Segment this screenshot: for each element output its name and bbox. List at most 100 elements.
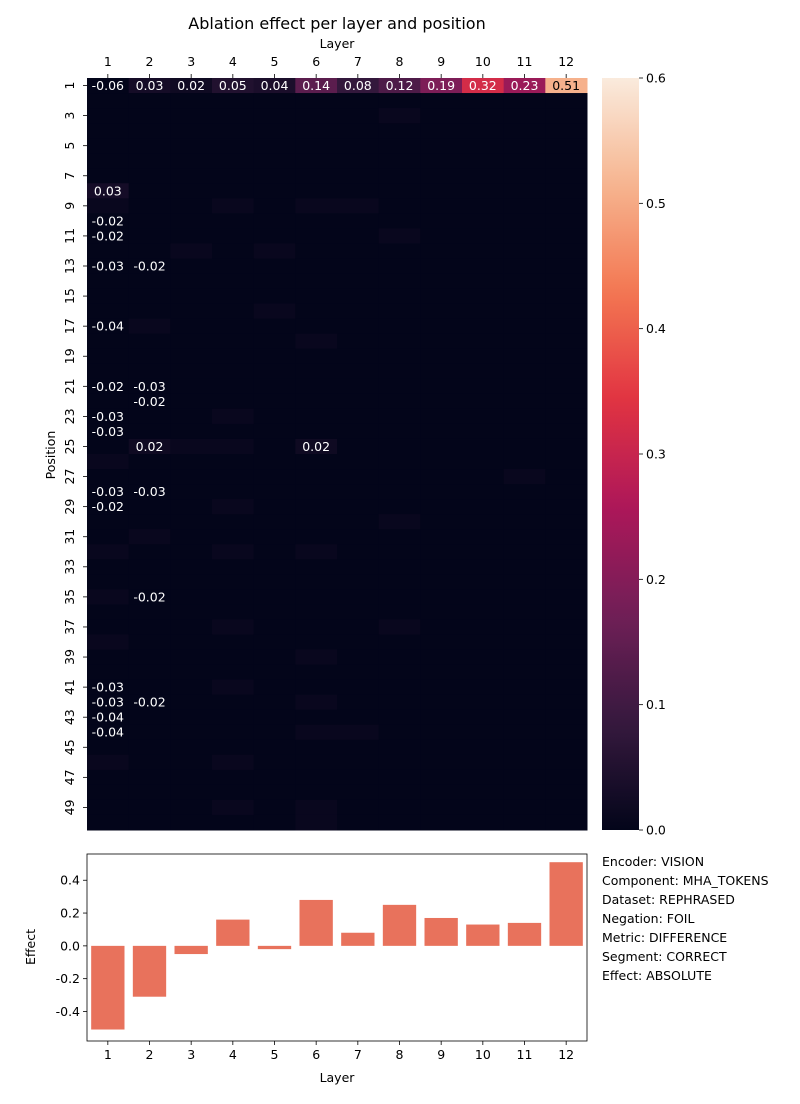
heatmap-cell <box>253 814 296 831</box>
bar <box>549 862 583 946</box>
heatmap-cell <box>128 438 171 455</box>
heatmap-cell <box>420 559 463 575</box>
heatmap-cell <box>462 469 505 485</box>
heatmap-cell <box>462 649 505 666</box>
heatmap-cell <box>420 679 463 696</box>
heatmap-y-tick-label: 1 <box>62 82 77 90</box>
heatmap-cell <box>462 153 505 169</box>
heatmap-cell <box>212 559 255 575</box>
heatmap-annotation: -0.02 <box>133 695 165 710</box>
heatmap-cell <box>87 724 130 741</box>
heatmap-cell <box>87 799 130 816</box>
heatmap-cell <box>503 499 546 515</box>
heatmap-cell <box>420 108 463 124</box>
heatmap-cell <box>337 724 380 741</box>
heatmap-cell <box>212 484 255 500</box>
heatmap-cell <box>212 228 255 244</box>
heatmap-cell <box>128 769 171 786</box>
heatmap-cell <box>295 469 338 485</box>
bar-x-tick-label: 3 <box>187 1047 195 1062</box>
heatmap-cell <box>378 589 421 605</box>
heatmap-cell <box>337 153 380 169</box>
heatmap-cell <box>337 634 380 651</box>
heatmap-cell <box>253 378 296 395</box>
heatmap-cell <box>462 393 505 410</box>
heatmap-cell <box>420 93 463 109</box>
heatmap-x-tick-label: 10 <box>475 54 491 69</box>
heatmap-cell <box>253 198 296 214</box>
heatmap-cell <box>170 499 213 515</box>
heatmap-cell <box>378 183 421 199</box>
heatmap-cell <box>212 589 255 605</box>
heatmap-annotation: -0.02 <box>92 379 124 394</box>
heatmap-x-tick-label: 9 <box>437 54 445 69</box>
heatmap-cell <box>462 634 505 651</box>
bar-y-tick-label: 0.0 <box>60 938 80 953</box>
heatmap-cell <box>170 724 213 741</box>
heatmap-cell <box>170 769 213 786</box>
heatmap-cell <box>462 138 505 154</box>
heatmap-x-tick-label: 4 <box>229 54 237 69</box>
heatmap-cell <box>212 679 255 696</box>
heatmap-cell <box>253 499 296 515</box>
heatmap-cell <box>420 784 463 801</box>
heatmap-cell <box>295 393 338 410</box>
heatmap-cell <box>420 378 463 395</box>
heatmap-cell <box>170 754 213 771</box>
bar <box>424 917 458 946</box>
heatmap-cell <box>295 484 338 500</box>
heatmap-cell <box>212 78 255 94</box>
bar <box>174 945 208 955</box>
heatmap-cell <box>462 228 505 244</box>
heatmap-cell <box>128 168 171 184</box>
heatmap-x-tick-label: 11 <box>517 54 533 69</box>
heatmap-cell <box>295 634 338 651</box>
heatmap-cell <box>420 739 463 756</box>
heatmap-cell <box>337 754 380 771</box>
heatmap-cell <box>545 78 588 94</box>
heatmap-annotations: -0.06 0.03 0.02 0.05 0.04 0.14 0.08 0.12 0.19 0.3… <box>92 78 580 740</box>
heatmap-cell <box>87 93 130 109</box>
colorbar-tick-label: 0.4 <box>646 321 666 336</box>
heatmap-cell <box>128 333 171 350</box>
heatmap-cell <box>253 739 296 756</box>
heatmap-cell <box>295 93 338 109</box>
heatmap-cell <box>420 228 463 244</box>
heatmap-cell <box>212 574 255 590</box>
heatmap-cell <box>462 438 505 455</box>
heatmap-cell <box>170 438 213 455</box>
heatmap-x-tick-label: 5 <box>271 54 279 69</box>
heatmap-annotation: -0.02 <box>133 394 165 409</box>
heatmap-cell <box>420 138 463 154</box>
bar <box>466 924 500 946</box>
heatmap-cell <box>378 739 421 756</box>
heatmap-y-tick-label: 39 <box>62 649 77 665</box>
heatmap-cell <box>87 378 130 395</box>
heatmap-cell <box>503 378 546 395</box>
colorbar-tick-label: 0.2 <box>646 572 666 587</box>
bar-x-axis-label: Layer <box>320 1070 356 1085</box>
heatmap-cell <box>337 709 380 726</box>
heatmap-annotation: -0.04 <box>92 725 124 740</box>
colorbar-tick-label: 0.1 <box>646 697 666 712</box>
bar <box>91 945 125 1030</box>
heatmap-cell <box>295 258 338 275</box>
heatmap-cell <box>87 318 130 335</box>
heatmap-cell <box>170 408 213 425</box>
heatmap-cell <box>378 243 421 259</box>
heatmap-cell <box>253 243 296 259</box>
heatmap-cell <box>462 108 505 124</box>
heatmap-cell <box>295 183 338 199</box>
heatmap-annotation: 0.02 <box>302 439 330 454</box>
heatmap-cell <box>378 814 421 831</box>
heatmap-cell <box>503 138 546 154</box>
heatmap-cell <box>212 243 255 259</box>
heatmap-annotation: -0.03 <box>92 424 124 439</box>
heatmap-cell <box>253 348 296 365</box>
heatmap-cell <box>128 499 171 515</box>
heatmap-cell <box>503 694 546 711</box>
heatmap-annotation: 0.14 <box>302 78 330 93</box>
heatmap-cell <box>503 438 546 455</box>
heatmap-cell <box>295 228 338 244</box>
heatmap-cell <box>212 123 255 139</box>
